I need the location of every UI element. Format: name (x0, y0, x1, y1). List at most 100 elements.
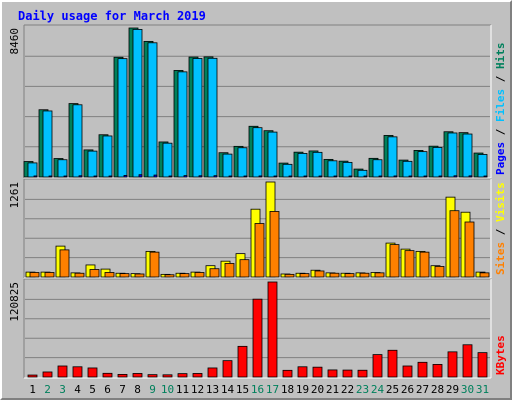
bar-pages-24 (378, 175, 383, 178)
bar-pages-22 (348, 175, 353, 178)
bar-files-5 (87, 150, 98, 178)
bar-kbytes-13 (207, 367, 218, 378)
bar-sites-2 (44, 272, 55, 278)
bar-pages-20 (318, 175, 323, 178)
x-tick-label: 8 (134, 383, 141, 396)
bar-sites-28 (434, 266, 445, 278)
bar-sites-7 (119, 273, 130, 278)
bar-files-29 (447, 132, 458, 178)
x-tick-label: 18 (281, 383, 294, 396)
bar-kbytes-16 (252, 298, 263, 378)
bar-files-15 (237, 147, 248, 178)
bar-files-11 (177, 71, 188, 178)
chart-panels: 8460 Pages / Files / Hits 1261 Sites / Visi… (8, 24, 507, 379)
bar-kbytes-5 (87, 367, 98, 378)
bar-sites-30 (464, 221, 475, 278)
legend-entry: Hits (494, 43, 507, 70)
bar-kbytes-10 (162, 374, 173, 378)
x-tick-label: 15 (236, 383, 249, 396)
bar-files-28 (432, 147, 443, 178)
bar-files-3 (57, 159, 68, 178)
bar-pages-19 (303, 175, 308, 178)
bar-files-31 (477, 154, 488, 178)
x-tick-label: 4 (74, 383, 81, 396)
bar-sites-19 (299, 273, 310, 278)
bar-pages-6 (108, 175, 113, 178)
bar-sites-6 (104, 272, 115, 278)
bar-files-10 (162, 142, 173, 178)
x-tick-label: 10 (161, 383, 174, 396)
legend-entry: Files (494, 89, 507, 122)
bar-files-13 (207, 57, 218, 178)
bar-pages-21 (333, 175, 338, 178)
bar-pages-1 (33, 175, 38, 178)
bar-pages-23 (363, 175, 368, 178)
bar-kbytes-27 (417, 361, 428, 378)
x-axis-labels: 1 2 3 4 5 6 7 8 9 10 11 12 13 14 15 16 17 18 19 20 21 22 23 24 2… (29, 383, 489, 396)
y-max-label: 120825 (8, 282, 21, 322)
bar-sites-13 (209, 268, 220, 278)
bar-files-23 (357, 169, 368, 178)
bar-pages-5 (93, 175, 98, 178)
legend-kbytes: KBytes (494, 335, 507, 375)
x-tick-label: 25 (386, 383, 399, 396)
bar-sites-11 (179, 273, 190, 278)
bar-pages-28 (438, 175, 443, 178)
bar-sites-9 (149, 251, 160, 278)
x-tick-label: 29 (446, 383, 459, 396)
bar-files-7 (117, 58, 128, 178)
bar-pages-29 (453, 175, 458, 178)
bar-files-22 (342, 161, 353, 178)
bar-sites-3 (59, 249, 70, 278)
bar-kbytes-24 (372, 354, 383, 378)
bar-kbytes-19 (297, 366, 308, 378)
bar-pages-14 (228, 175, 233, 178)
x-tick-label: 22 (341, 383, 354, 396)
bar-files-2 (42, 110, 53, 178)
bar-pages-8 (138, 174, 143, 178)
bar-kbytes-30 (462, 344, 473, 378)
bar-sites-16 (254, 223, 265, 278)
x-tick-label: 20 (311, 383, 324, 396)
bar-pages-2 (48, 175, 53, 178)
bar-sites-12 (194, 272, 205, 278)
bar-files-1 (27, 162, 38, 178)
x-tick-label: 31 (476, 383, 489, 396)
bar-kbytes-11 (177, 373, 188, 378)
x-tick-label: 9 (149, 383, 156, 396)
bar-sites-29 (449, 210, 460, 278)
bar-kbytes-22 (342, 369, 353, 378)
bar-pages-16 (258, 175, 263, 178)
y-max-label: 1261 (8, 182, 21, 209)
x-tick-label: 14 (221, 383, 235, 396)
bar-pages-12 (198, 175, 203, 178)
bar-kbytes-4 (72, 366, 83, 378)
bar-sites-20 (314, 270, 325, 278)
bar-files-25 (387, 136, 398, 178)
x-tick-label: 16 (251, 383, 264, 396)
bar-sites-8 (134, 273, 145, 278)
y-max-label: 8460 (8, 28, 21, 55)
bar-files-16 (252, 127, 263, 178)
bar-sites-5 (89, 269, 100, 278)
x-tick-label: 11 (176, 383, 189, 396)
bar-files-9 (147, 42, 158, 178)
x-tick-label: 23 (356, 383, 369, 396)
panel-visits-sites: 1261 Sites / Visits (8, 178, 507, 279)
bar-pages-7 (123, 175, 128, 178)
bar-kbytes-28 (432, 364, 443, 378)
bar-files-30 (462, 133, 473, 178)
x-tick-label: 21 (326, 383, 339, 396)
bar-kbytes-21 (327, 369, 338, 378)
bar-kbytes-8 (132, 373, 143, 378)
legend-visits-sites: Sites / Visits (494, 182, 507, 275)
bar-pages-17 (273, 175, 278, 178)
legend-entry: / (494, 122, 507, 142)
legend-entry: / (494, 69, 507, 89)
bar-kbytes-1 (27, 374, 38, 378)
bar-kbytes-23 (357, 369, 368, 378)
bar-sites-23 (359, 272, 370, 278)
x-tick-label: 5 (89, 383, 96, 396)
bar-pages-13 (213, 175, 218, 178)
bar-files-20 (312, 151, 323, 178)
